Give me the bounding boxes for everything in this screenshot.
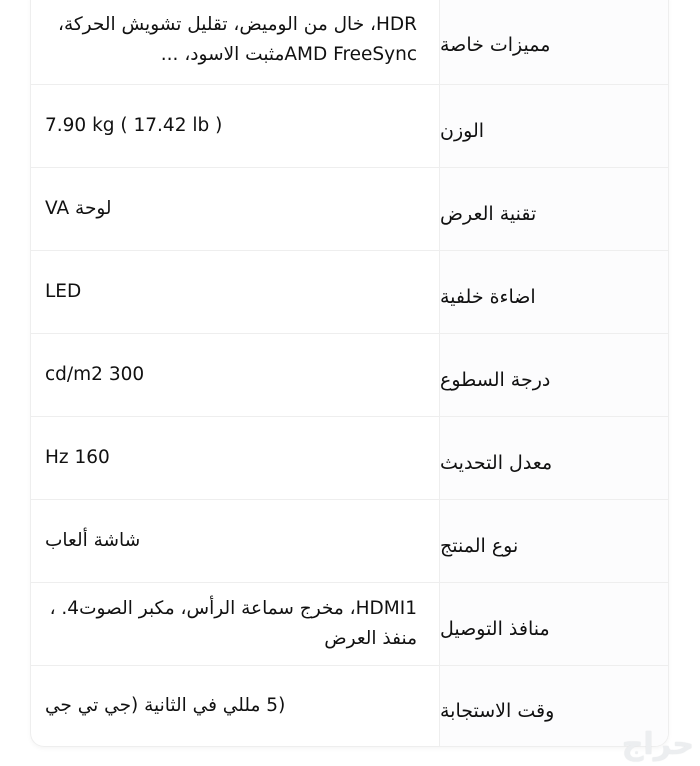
spec-value-cell: HDMI1، مخرج سماعة الرأس، مكبر الصوت4. ، …: [31, 583, 439, 665]
spec-row-response-time: وقت الاستجابة (5 مللي في الثانية (جي تي …: [31, 666, 668, 746]
spec-label: درجة السطوع: [439, 334, 668, 416]
spec-row-brightness: درجة السطوع 300 cd/m2: [31, 334, 668, 417]
spec-label: اضاءة خلفية: [439, 251, 668, 333]
spec-row-display-tech: تقنية العرض لوحة VA: [31, 168, 668, 251]
spec-value: شاشة ألعاب: [45, 530, 141, 551]
spec-value: 300 cd/m2: [45, 364, 145, 385]
spec-row-weight: الوزن 7.90 kg ( 17.42 lb ): [31, 85, 668, 168]
spec-label: تقنية العرض: [439, 168, 668, 250]
spec-value-cell: 160 Hz: [31, 417, 439, 499]
spec-row-special-features: مميزات خاصة HDR، خال من الوميض، تقليل تش…: [31, 0, 668, 85]
spec-value: 160 Hz: [45, 447, 110, 468]
spec-value-cell: LED: [31, 251, 439, 333]
spec-label: الوزن: [439, 85, 668, 167]
spec-value: لوحة VA: [45, 198, 112, 219]
spec-row-product-type: نوع المنتج شاشة ألعاب: [31, 500, 668, 583]
specifications-table: مميزات خاصة HDR، خال من الوميض، تقليل تش…: [30, 0, 669, 747]
spec-label: مميزات خاصة: [439, 0, 668, 84]
spec-value-cell: شاشة ألعاب: [31, 500, 439, 582]
spec-label: منافذ التوصيل: [439, 583, 668, 665]
spec-label: نوع المنتج: [439, 500, 668, 582]
spec-value-cell: 7.90 kg ( 17.42 lb ): [31, 85, 439, 167]
spec-value: 7.90 kg ( 17.42 lb ): [45, 115, 223, 136]
spec-value-cell: (5 مللي في الثانية (جي تي جي: [31, 666, 439, 746]
haraj-watermark-logo: حراج: [621, 727, 694, 762]
spec-value-cell: لوحة VA: [31, 168, 439, 250]
spec-value-cell: HDR، خال من الوميض، تقليل تشويش الحركة، …: [31, 0, 439, 84]
spec-row-ports: منافذ التوصيل HDMI1، مخرج سماعة الرأس، م…: [31, 583, 668, 666]
spec-value: HDMI1، مخرج سماعة الرأس، مكبر الصوت4. ، …: [49, 598, 417, 649]
spec-value-cell: 300 cd/m2: [31, 334, 439, 416]
spec-value: HDR، خال من الوميض، تقليل تشويش الحركة، …: [57, 14, 417, 65]
spec-value: (5 مللي في الثانية (جي تي جي: [45, 695, 286, 716]
spec-label: معدل التحديث: [439, 417, 668, 499]
spec-row-refresh-rate: معدل التحديث 160 Hz: [31, 417, 668, 500]
spec-label: وقت الاستجابة: [439, 666, 668, 746]
spec-row-backlight: اضاءة خلفية LED: [31, 251, 668, 334]
spec-value: LED: [45, 281, 82, 302]
